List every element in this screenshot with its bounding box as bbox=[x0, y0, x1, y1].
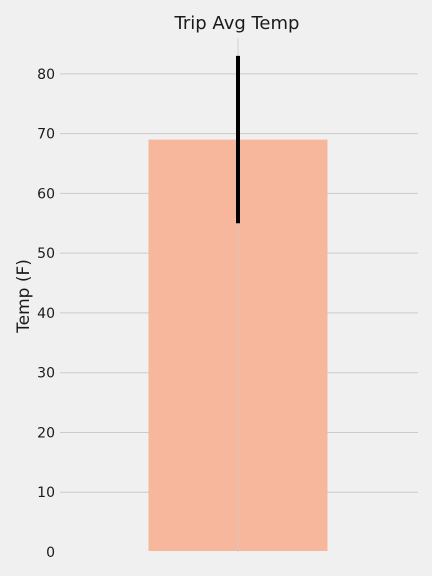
y-tick-label-40: 40 bbox=[37, 306, 55, 322]
y-tick-label-50: 50 bbox=[37, 246, 55, 262]
y-tick-label-0: 0 bbox=[46, 545, 55, 561]
y-ticks: 0 10 20 30 40 50 60 70 80 bbox=[37, 67, 55, 561]
chart-title: Trip Avg Temp bbox=[174, 13, 300, 34]
y-tick-label-20: 20 bbox=[37, 425, 55, 441]
y-axis-label: Temp (F) bbox=[14, 259, 34, 334]
y-tick-label-80: 80 bbox=[37, 67, 55, 83]
y-tick-label-60: 60 bbox=[37, 186, 55, 202]
y-tick-label-70: 70 bbox=[37, 127, 55, 143]
y-tick-label-10: 10 bbox=[37, 485, 55, 501]
y-tick-label-30: 30 bbox=[37, 366, 55, 382]
